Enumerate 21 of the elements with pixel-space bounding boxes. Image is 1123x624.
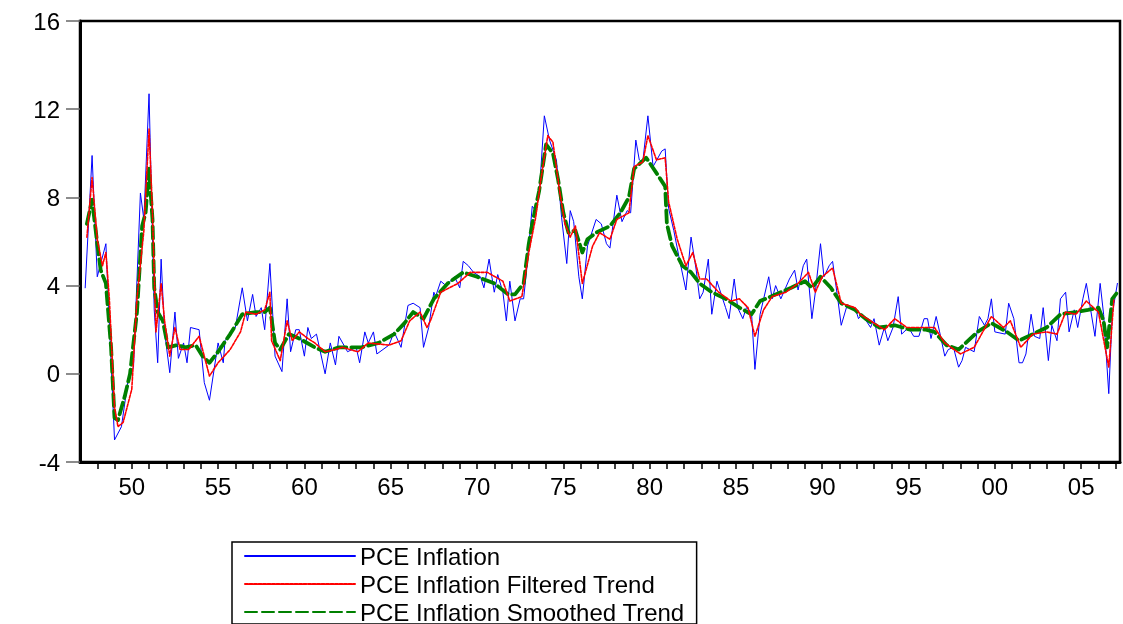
x-tick-label: 55 [204,472,232,500]
x-tick-label: 90 [808,472,836,500]
legend-label: PCE Inflation [360,542,501,570]
y-tick-label: 8 [46,183,60,211]
y-tick-label: -4 [38,448,60,476]
x-tick-label: 80 [636,472,663,500]
x-tick-label: 60 [291,472,318,500]
x-tick-label: 05 [1067,472,1095,500]
y-tick-label: 4 [46,272,60,300]
x-tick-label: 00 [981,472,1009,500]
legend-label: PCE Inflation Smoothed Trend [360,598,685,624]
y-tick-label: 0 [46,360,60,388]
x-tick-label: 50 [118,472,146,500]
legend-label: PCE Inflation Filtered Trend [360,570,655,598]
y-tick-label: 12 [33,95,60,123]
x-tick-label: 95 [895,472,922,500]
x-tick-label: 75 [549,472,577,500]
x-tick-label: 65 [377,472,405,500]
x-tick-label: 70 [463,472,491,500]
x-tick-label: 85 [722,472,750,500]
y-tick-label: 16 [33,7,60,35]
